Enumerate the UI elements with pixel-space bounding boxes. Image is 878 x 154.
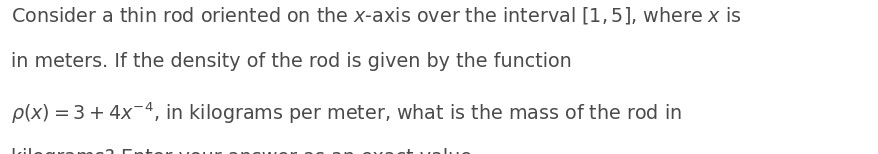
Text: Consider a thin rod oriented on the $x$-axis over the interval $[1,5]$, where $x: Consider a thin rod oriented on the $x$-… bbox=[11, 5, 740, 26]
Text: in meters. If the density of the rod is given by the function: in meters. If the density of the rod is … bbox=[11, 52, 571, 71]
Text: kilograms? Enter your answer as an exact value.: kilograms? Enter your answer as an exact… bbox=[11, 148, 477, 154]
Text: $\rho(x) = 3 + 4x^{-4}$, in kilograms per meter, what is the mass of the rod in: $\rho(x) = 3 + 4x^{-4}$, in kilograms pe… bbox=[11, 100, 680, 126]
